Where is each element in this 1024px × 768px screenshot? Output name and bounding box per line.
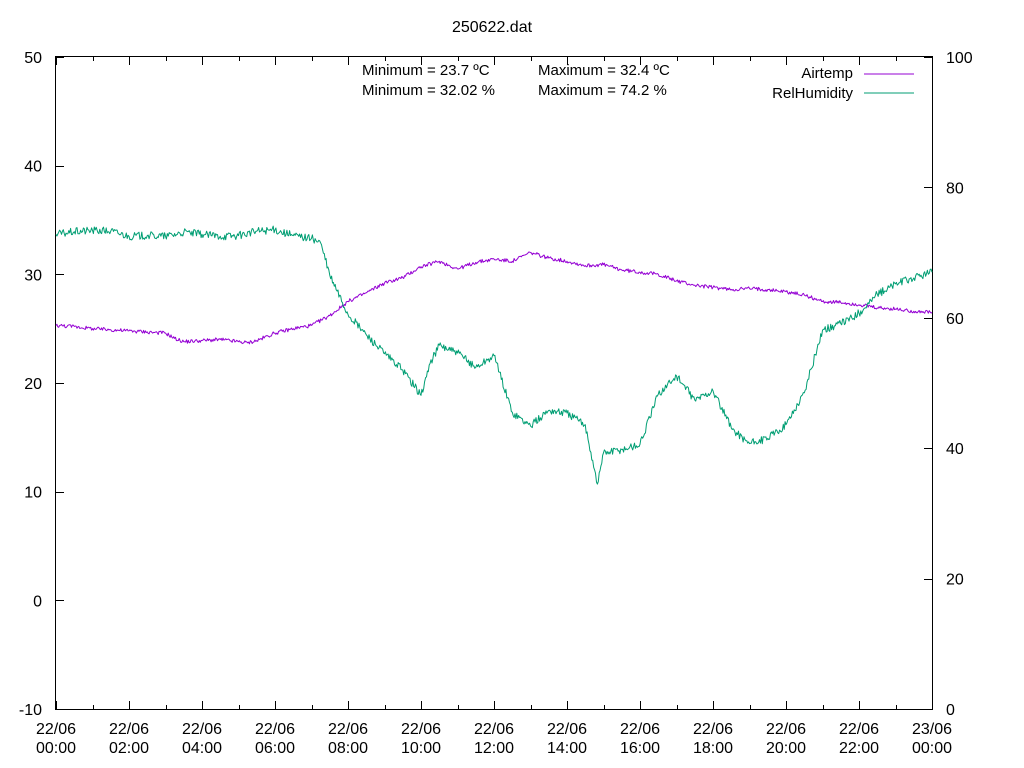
legend-label-relhumidity: RelHumidity <box>772 85 853 102</box>
x-tick-label-time: 00:00 <box>36 740 76 757</box>
x-tick-label-day: 22/06 <box>36 721 76 738</box>
x-tick-label-time: 02:00 <box>109 740 149 757</box>
x-tick-label-day: 22/06 <box>620 721 660 738</box>
stat-min-temp: Minimum = 23.7 ºC <box>362 62 490 79</box>
series-line-relhumidity <box>55 225 933 485</box>
x-tick-label-time: 12:00 <box>474 740 514 757</box>
x-tick-label-time: 22:00 <box>839 740 879 757</box>
y-right-tick-label: 60 <box>946 311 964 328</box>
x-tick-label-time: 14:00 <box>547 740 587 757</box>
y-left-tick-label: 30 <box>24 267 42 284</box>
y-left-tick-label: 20 <box>24 376 42 393</box>
y-left-tick-label: -10 <box>19 702 42 719</box>
y-right-tick-label: 40 <box>946 441 964 458</box>
x-tick-label-day: 22/06 <box>109 721 149 738</box>
x-tick-label-day: 22/06 <box>547 721 587 738</box>
x-tick-label-day: 22/06 <box>401 721 441 738</box>
y-right-tick-label: 80 <box>946 180 964 197</box>
y-left-tick-label: 0 <box>33 593 42 610</box>
stat-max-rh: Maximum = 74.2 % <box>538 82 667 99</box>
plot-area-border <box>55 56 933 710</box>
stat-min-rh: Minimum = 32.02 % <box>362 82 495 99</box>
x-tick-label-day: 22/06 <box>474 721 514 738</box>
legend-label-airtemp: Airtemp <box>801 65 853 82</box>
x-tick-label-time: 16:00 <box>620 740 660 757</box>
x-tick-label-day: 22/06 <box>766 721 806 738</box>
x-tick-label-time: 06:00 <box>255 740 295 757</box>
x-tick-label-time: 08:00 <box>328 740 368 757</box>
x-tick-label-time: 04:00 <box>182 740 222 757</box>
stats-annotation: Minimum = 23.7 ºC Maximum = 32.4 ºC Mini… <box>362 62 670 99</box>
stat-max-temp: Maximum = 32.4 ºC <box>538 62 670 79</box>
legend: Airtemp RelHumidity <box>772 65 914 102</box>
series-layer <box>55 225 933 485</box>
x-tick-label-time: 10:00 <box>401 740 441 757</box>
x-tick-label-day: 22/06 <box>182 721 222 738</box>
x-tick-label-day: 23/06 <box>912 721 952 738</box>
axis-ticks: 22/06 00:00 22/06 02:00 22/06 04:00 22/06 06:00… <box>19 50 973 757</box>
y-left-tick-label: 40 <box>24 159 42 176</box>
x-tick-label-day: 22/06 <box>693 721 733 738</box>
y-right-tick-label: 100 <box>946 50 973 67</box>
y-right-tick-label: 0 <box>946 702 955 719</box>
x-tick-label-day: 22/06 <box>328 721 368 738</box>
x-tick-label-day: 22/06 <box>839 721 879 738</box>
series-line-airtemp <box>55 251 933 345</box>
x-tick-label-day: 22/06 <box>255 721 295 738</box>
x-tick-label-time: 20:00 <box>766 740 806 757</box>
chart-title: 250622.dat <box>452 19 533 36</box>
x-tick-label-time: 18:00 <box>693 740 733 757</box>
y-right-tick-label: 20 <box>946 572 964 589</box>
y-left-tick-label: 10 <box>24 485 42 502</box>
y-left-tick-label: 50 <box>24 50 42 67</box>
x-tick-label-time: 00:00 <box>912 740 952 757</box>
